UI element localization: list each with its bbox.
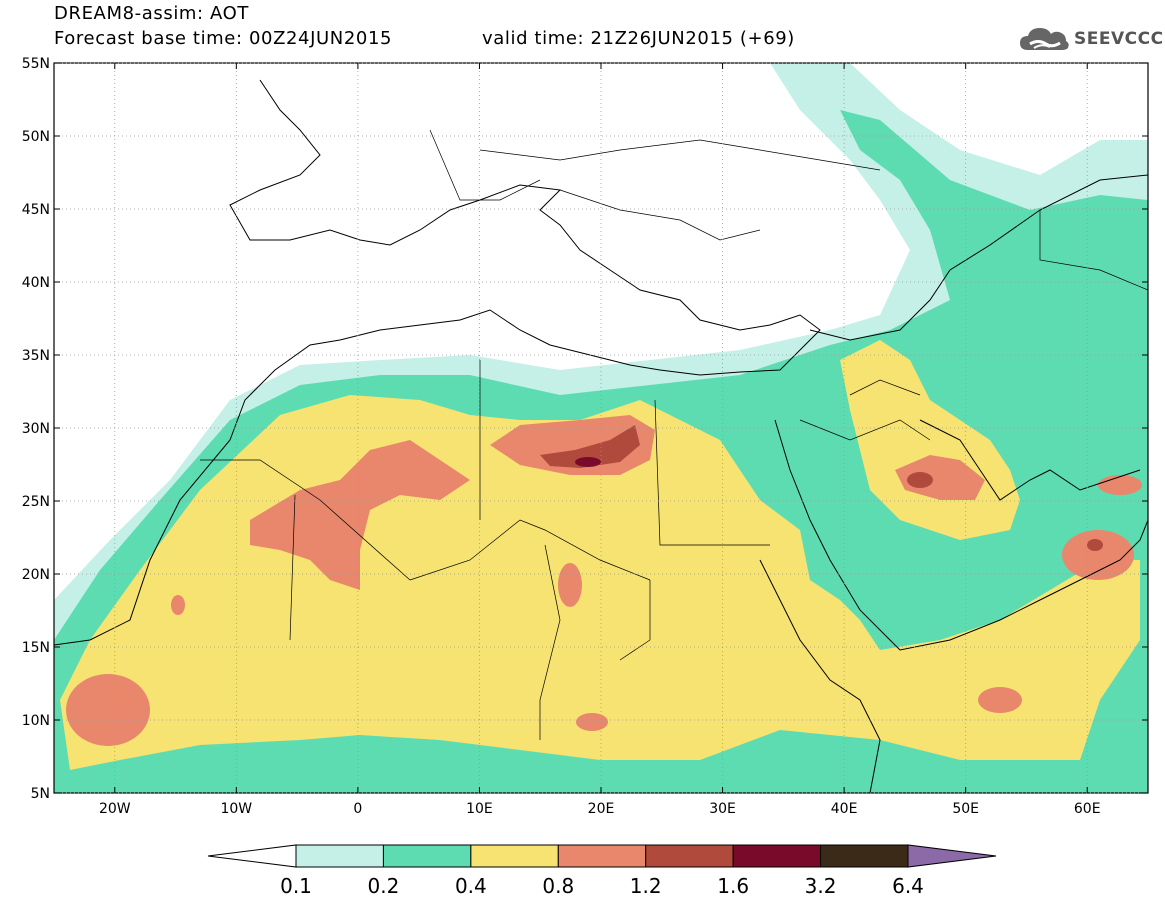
aot-contour-0.8-somalia — [978, 687, 1022, 713]
aot-contour-0.8-oman — [1098, 475, 1142, 495]
aot-contour-1.2-iraq — [907, 472, 933, 488]
valid-time: valid time: 21Z26JUN2015 (+69) — [482, 28, 795, 49]
aot-contour-0.8-gulf — [895, 455, 985, 500]
colorbar-label: 0.1 — [280, 874, 312, 898]
lon-label: 40E — [831, 801, 858, 817]
country-borders — [200, 129, 1148, 740]
colorbar-min-arrow — [207, 844, 297, 868]
colorbar-box — [645, 844, 734, 868]
lon-label: 10W — [220, 801, 252, 817]
lon-label: 20W — [99, 801, 131, 817]
aot-contour-0.8-chad — [558, 563, 582, 607]
lat-label: 5N — [31, 786, 50, 802]
colorbar-label: 0.4 — [455, 874, 487, 898]
coastlines — [54, 79, 1148, 793]
lon-label: 30E — [709, 801, 736, 817]
lat-label: 40N — [22, 275, 50, 291]
lon-label: 50E — [952, 801, 979, 817]
gridlines — [54, 62, 1148, 794]
colorbar-label: 1.2 — [630, 874, 662, 898]
colorbar-max-arrow — [907, 844, 997, 868]
colorbar-box — [382, 844, 472, 868]
lat-label: 25N — [22, 494, 50, 510]
map-title: DREAM8-assim: AOT — [54, 3, 249, 24]
latitude-labels: 55N 50N 45N 40N 35N 30N 25N 20N 15N 10N 5N — [22, 56, 50, 802]
colorbar-label: 0.2 — [368, 874, 400, 898]
lat-label: 30N — [22, 421, 50, 437]
logo-text: SEEVCCC — [1074, 29, 1164, 49]
seevccc-logo: SEEVCCC — [1018, 22, 1164, 56]
aot-contour-0.8-cameroon — [576, 713, 608, 731]
aot-contour-0.8-west — [250, 440, 470, 590]
lon-label: 20E — [588, 801, 615, 817]
aot-contour-1.2-yemen — [1087, 539, 1103, 551]
colorbar-label: 6.4 — [892, 874, 924, 898]
aot-contour-0.8-guinea — [66, 674, 150, 746]
colorbar-label: 0.8 — [542, 874, 574, 898]
colorbar-box — [732, 844, 822, 868]
lat-label: 55N — [22, 56, 50, 72]
colorbar-box — [295, 844, 384, 868]
lat-label: 35N — [22, 348, 50, 364]
colorbar-box — [557, 844, 647, 868]
longitude-labels: 20W 10W 0 10E 20E 30E 40E 50E 60E — [99, 801, 1101, 817]
aot-contour-1.2-libya — [540, 425, 640, 468]
aot-contour-1.6-libya — [575, 457, 601, 467]
colorbar-box — [820, 844, 909, 868]
forecast-base-time: Forecast base time: 00Z24JUN2015 — [54, 28, 393, 49]
colorbar-box — [470, 844, 559, 868]
lat-label: 10N — [22, 713, 50, 729]
cloud-icon — [1020, 28, 1069, 50]
lon-label: 10E — [466, 801, 493, 817]
aot-contour-0.8-mali — [171, 595, 185, 615]
lon-label: 0 — [353, 801, 362, 817]
aot-contour-0.8-yemen — [1062, 530, 1134, 580]
colorbar: 0.1 0.2 0.4 0.8 1.2 1.6 3.2 6.4 — [207, 844, 997, 898]
colorbar-label: 1.6 — [717, 874, 749, 898]
lat-label: 50N — [22, 129, 50, 145]
lon-label: 60E — [1074, 801, 1101, 817]
lat-label: 20N — [22, 567, 50, 583]
lat-label: 15N — [22, 640, 50, 656]
lat-label: 45N — [22, 202, 50, 218]
colorbar-label: 3.2 — [805, 874, 837, 898]
